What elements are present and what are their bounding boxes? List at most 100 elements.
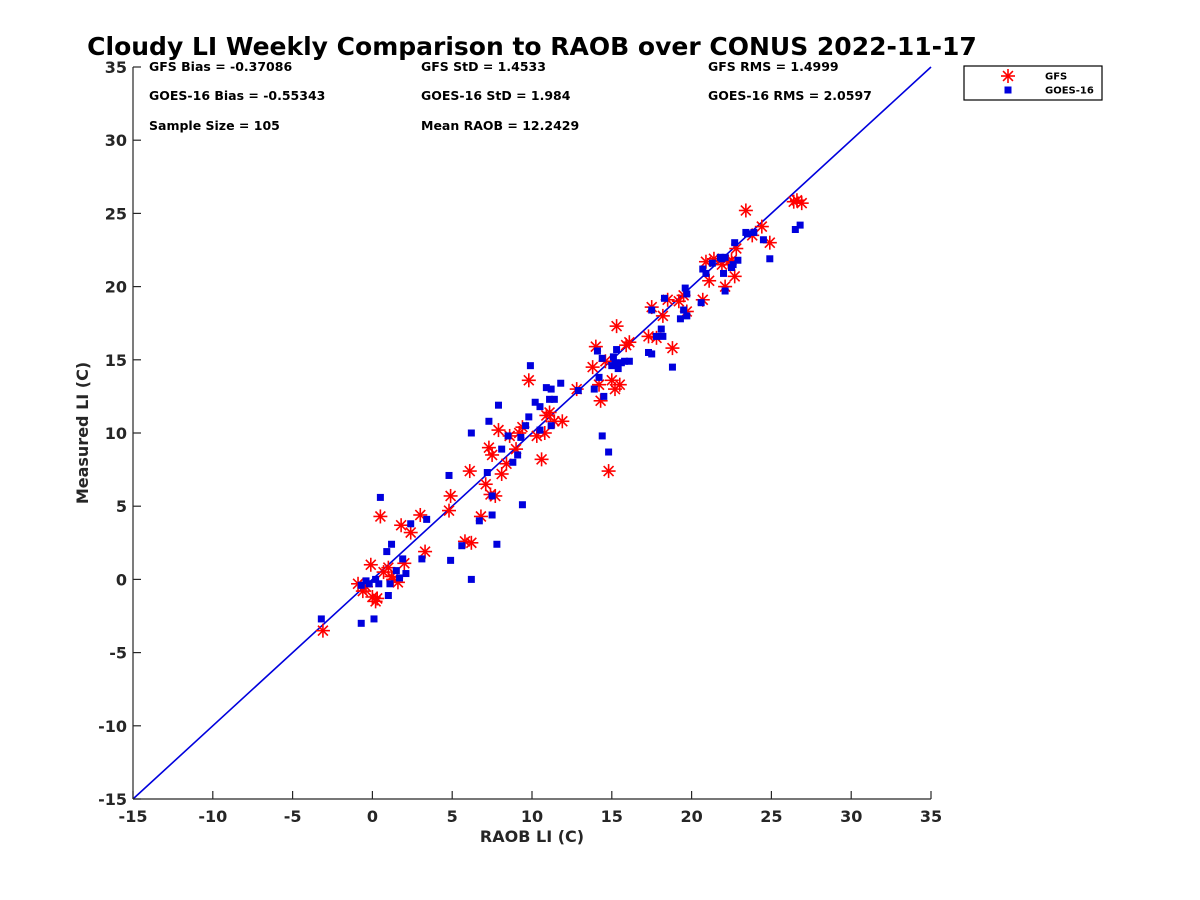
data-point-goes-16 bbox=[598, 432, 606, 440]
data-point-goes-16 bbox=[625, 357, 633, 365]
data-point-gfs bbox=[655, 308, 670, 323]
asterisk-stroke bbox=[443, 505, 455, 517]
data-point-goes-16 bbox=[557, 379, 565, 387]
asterisk-stroke bbox=[590, 341, 602, 353]
asterisk-stroke bbox=[492, 424, 504, 436]
data-point-gfs bbox=[464, 535, 479, 550]
data-point-goes-16 bbox=[759, 236, 767, 244]
data-point-goes-16 bbox=[418, 555, 426, 563]
asterisk-stroke bbox=[371, 592, 383, 604]
data-point-goes-16 bbox=[731, 239, 739, 247]
data-point-goes-16 bbox=[386, 580, 394, 588]
legend: GFS GOES-16 bbox=[963, 65, 1103, 101]
data-point-gfs bbox=[609, 319, 624, 334]
data-point-goes-16 bbox=[536, 403, 544, 411]
asterisk-stroke bbox=[796, 197, 808, 209]
y-axis-label: Measured LI (C) bbox=[73, 362, 92, 504]
stat-label: GOES-16 StD = 1.984 bbox=[421, 88, 571, 103]
data-point-goes-16 bbox=[522, 422, 530, 430]
y-tick-label: 5 bbox=[116, 497, 127, 516]
asterisk-stroke bbox=[657, 310, 669, 322]
legend-label-gfs: GFS bbox=[1045, 72, 1067, 83]
data-point-gfs bbox=[622, 335, 637, 350]
data-point-goes-16 bbox=[697, 299, 705, 307]
x-axis-label: RAOB LI (C) bbox=[480, 827, 584, 846]
data-point-gfs bbox=[555, 414, 570, 429]
asterisk-stroke bbox=[445, 490, 457, 502]
data-point-goes-16 bbox=[683, 290, 691, 298]
asterisk-stroke bbox=[614, 379, 626, 391]
asterisk-stroke bbox=[539, 427, 551, 439]
data-point-gfs bbox=[585, 360, 600, 375]
x-tick-label: 25 bbox=[760, 807, 782, 826]
data-point-gfs bbox=[394, 518, 409, 533]
stat-label: GFS Bias = -0.37086 bbox=[149, 59, 292, 74]
data-point-goes-16 bbox=[657, 325, 665, 333]
asterisk-stroke bbox=[1002, 70, 1014, 82]
data-point-gfs bbox=[373, 509, 388, 524]
asterisk-stroke bbox=[510, 443, 522, 455]
data-point-goes-16 bbox=[702, 269, 710, 277]
asterisk-stroke bbox=[764, 237, 776, 249]
legend-label-goes-16: GOES-16 bbox=[1045, 86, 1094, 97]
asterisk-stroke bbox=[523, 374, 535, 386]
asterisk-stroke bbox=[465, 537, 477, 549]
asterisk-stroke bbox=[544, 406, 556, 419]
data-point-goes-16 bbox=[526, 362, 534, 370]
data-point-goes-16 bbox=[791, 226, 799, 234]
data-point-goes-16 bbox=[376, 493, 384, 501]
data-point-goes-16 bbox=[590, 385, 598, 393]
data-point-goes-16 bbox=[595, 373, 603, 381]
chart-title: Cloudy LI Weekly Comparison to RAOB over… bbox=[87, 32, 977, 61]
data-point-gfs bbox=[491, 423, 506, 438]
data-point-gfs bbox=[485, 447, 500, 462]
stat-label: Mean RAOB = 12.2429 bbox=[421, 118, 579, 133]
data-point-goes-16 bbox=[402, 570, 410, 578]
data-point-goes-16 bbox=[600, 392, 608, 400]
data-point-goes-16 bbox=[423, 515, 431, 523]
data-point-goes-16 bbox=[475, 517, 483, 525]
asterisk-stroke bbox=[606, 374, 618, 386]
x-tick-label: 15 bbox=[601, 807, 623, 826]
y-tick-label: 35 bbox=[105, 58, 127, 77]
x-tick-label: 0 bbox=[367, 807, 378, 826]
series-goes-16 bbox=[317, 221, 804, 627]
data-point-goes-16 bbox=[518, 501, 526, 509]
y-tick-label: 10 bbox=[105, 424, 127, 443]
data-point-goes-16 bbox=[399, 555, 407, 563]
statistics-annotations: GFS Bias = -0.37086 GFS StD = 1.4533 GFS R… bbox=[149, 59, 872, 133]
x-tick-label: 10 bbox=[521, 807, 543, 826]
data-point-goes-16 bbox=[357, 581, 365, 589]
data-point-goes-16 bbox=[372, 575, 380, 583]
data-point-goes-16 bbox=[614, 365, 622, 373]
data-point-goes-16 bbox=[445, 471, 453, 479]
asterisk-stroke bbox=[729, 270, 741, 282]
y-tick-label: -10 bbox=[98, 717, 127, 736]
data-point-goes-16 bbox=[681, 284, 689, 292]
data-point-gfs bbox=[494, 466, 509, 481]
data-point-goes-16 bbox=[750, 228, 758, 236]
data-point-goes-16 bbox=[598, 354, 606, 362]
data-point-goes-16 bbox=[611, 359, 619, 367]
asterisk-stroke bbox=[666, 342, 678, 354]
data-point-goes-16 bbox=[734, 256, 742, 264]
data-point-goes-16 bbox=[708, 259, 716, 267]
data-point-gfs bbox=[665, 341, 680, 356]
data-point-gfs bbox=[363, 557, 378, 572]
asterisk-stroke bbox=[395, 519, 407, 531]
data-point-goes-16 bbox=[542, 384, 550, 392]
asterisk-stroke bbox=[419, 546, 431, 558]
data-point-goes-16 bbox=[721, 287, 729, 295]
data-point-goes-16 bbox=[536, 426, 544, 434]
x-tick-label: 35 bbox=[920, 807, 942, 826]
data-points-layer bbox=[315, 193, 809, 638]
data-point-goes-16 bbox=[547, 422, 555, 430]
data-point-goes-16 bbox=[396, 574, 404, 582]
data-point-goes-16 bbox=[796, 221, 804, 229]
data-point-goes-16 bbox=[458, 542, 466, 550]
data-point-goes-16 bbox=[531, 398, 539, 406]
data-point-goes-16 bbox=[605, 448, 613, 456]
data-point-goes-16 bbox=[676, 315, 684, 323]
data-point-goes-16 bbox=[509, 458, 517, 466]
asterisk-stroke bbox=[587, 361, 599, 373]
